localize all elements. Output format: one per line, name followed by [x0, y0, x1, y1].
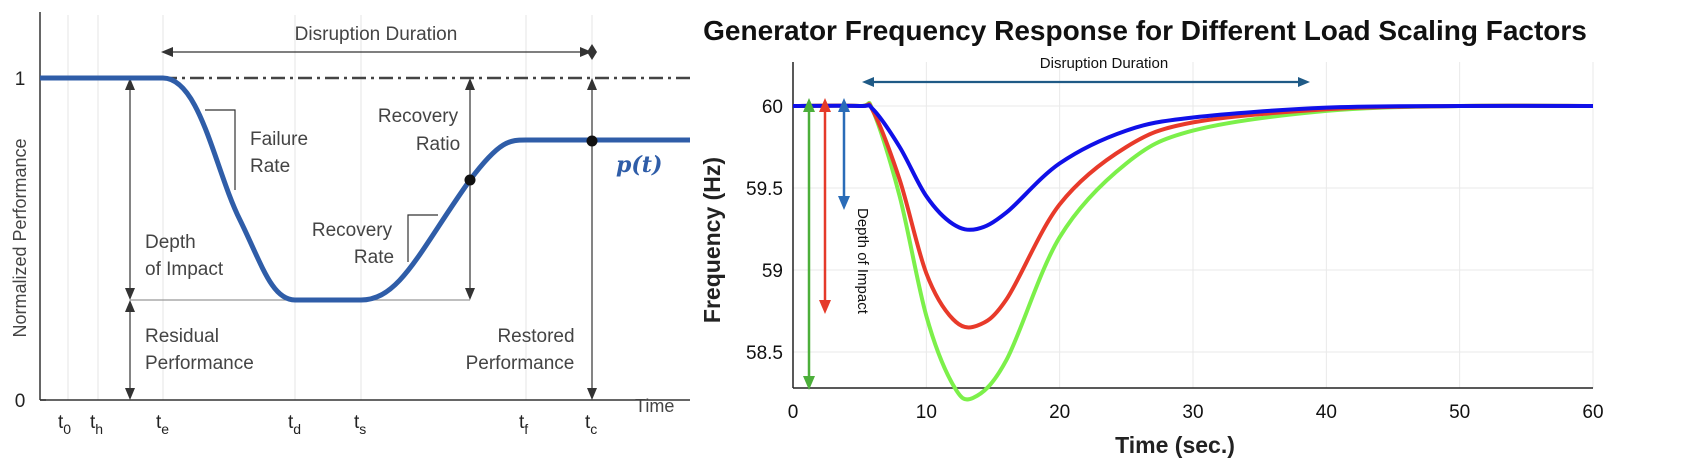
recovery-point-marker	[464, 174, 476, 186]
restored-label-2: Performance	[466, 353, 575, 374]
duration-end-marker	[587, 44, 597, 60]
y-tick-label: 59	[762, 261, 783, 282]
blue-arrowhead-bottom	[838, 196, 850, 210]
x-tick-label: 30	[1182, 402, 1203, 423]
restored-arrowhead-bottom	[587, 388, 597, 400]
curve-label: p(t)	[616, 152, 662, 178]
blue-arrowhead-top	[838, 98, 850, 112]
green-arrowhead-top	[803, 98, 815, 112]
x-tick-th: th	[90, 412, 103, 437]
x-tick-labels: t0 th te td ts tf tc	[58, 412, 597, 437]
failure-rate-label-1: Failure	[250, 129, 308, 150]
blue-frequency-series	[792, 103, 1594, 232]
restored-label-1: Restored	[497, 326, 574, 347]
series-layer	[792, 100, 1594, 402]
residual-arrowhead-top	[125, 300, 135, 312]
disruption-duration-label: Disruption Duration	[1040, 55, 1168, 72]
recovery-rate-label-2: Rate	[354, 247, 394, 268]
recovery-ratio-label-2: Ratio	[416, 134, 460, 155]
x-tick-label: 60	[1582, 402, 1603, 423]
duration-arrowhead-right	[1298, 77, 1310, 87]
residual-arrowhead-bottom	[125, 388, 135, 400]
x-tick-label: 50	[1449, 402, 1470, 423]
depth-of-impact-label: Depth of Impact	[854, 208, 871, 315]
failure-rate-label-2: Rate	[250, 156, 290, 177]
disruption-duration-label: Disruption Duration	[295, 24, 458, 45]
frequency-chart: Generator Frequency Response for Differe…	[690, 0, 1684, 464]
restored-arrowhead-top	[587, 78, 597, 90]
duration-arrow: Disruption Duration	[862, 55, 1310, 87]
x-tick-tc: tc	[585, 412, 597, 437]
failure-rate-bracket	[205, 109, 236, 190]
recovery-ratio-label-1: Recovery	[378, 106, 459, 127]
performance-curve	[40, 75, 690, 303]
resilience-diagram: 1 0 Normalized Performance t0 th te td t…	[0, 0, 690, 464]
red-arrowhead-top	[819, 98, 831, 112]
x-tick-label: 20	[1049, 402, 1070, 423]
x-axis-label: Time (sec.)	[1115, 432, 1235, 458]
depth-arrowhead-top	[125, 78, 135, 90]
residual-label-2: Performance	[145, 353, 254, 374]
x-tick-te: te	[156, 412, 169, 437]
y-tick-label: 59.5	[746, 179, 783, 200]
ratio-arrowhead-top	[465, 78, 475, 90]
chart-title: Generator Frequency Response for Differe…	[703, 15, 1587, 46]
y-axis-label: Normalized Performance	[10, 138, 30, 337]
tick-layer: 0 10 20 30 40 50 60 60 59.5 59 58.5	[746, 62, 1604, 423]
depth-arrows: Depth of Impact	[803, 98, 871, 390]
residual-label-1: Residual	[145, 326, 219, 347]
green-arrowhead-bottom	[803, 376, 815, 390]
y-tick-label: 58.5	[746, 343, 783, 364]
frequency-svg: Generator Frequency Response for Differe…	[699, 15, 1604, 458]
x-tick-t0: t0	[58, 412, 71, 437]
arrowhead-right	[580, 47, 592, 57]
red-arrowhead-bottom	[819, 300, 831, 314]
x-tick-label: 0	[788, 402, 799, 423]
restored-point-marker	[586, 135, 598, 147]
y-tick-label: 60	[762, 97, 783, 118]
x-tick-tf: tf	[519, 412, 528, 437]
duration-arrowhead-left	[862, 77, 874, 87]
x-tick-td: td	[288, 412, 301, 437]
depth-arrowhead-bottom	[125, 288, 135, 300]
x-tick-ts: ts	[354, 412, 366, 437]
y-tick-1: 1	[15, 69, 26, 90]
x-tick-label: 40	[1316, 402, 1337, 423]
x-axis-label: Time	[635, 396, 674, 416]
depth-label-1: Depth	[145, 232, 196, 253]
ratio-arrowhead-bottom	[465, 288, 475, 300]
recovery-rate-label-1: Recovery	[312, 220, 393, 241]
arrowhead-left	[161, 47, 173, 57]
x-tick-label: 10	[916, 402, 937, 423]
recovery-rate-bracket	[407, 214, 438, 262]
y-tick-0: 0	[15, 391, 26, 412]
y-axis-label: Frequency (Hz)	[699, 157, 725, 323]
depth-label-2: of Impact	[145, 259, 224, 280]
resilience-svg: 1 0 Normalized Performance t0 th te td t…	[10, 12, 690, 437]
